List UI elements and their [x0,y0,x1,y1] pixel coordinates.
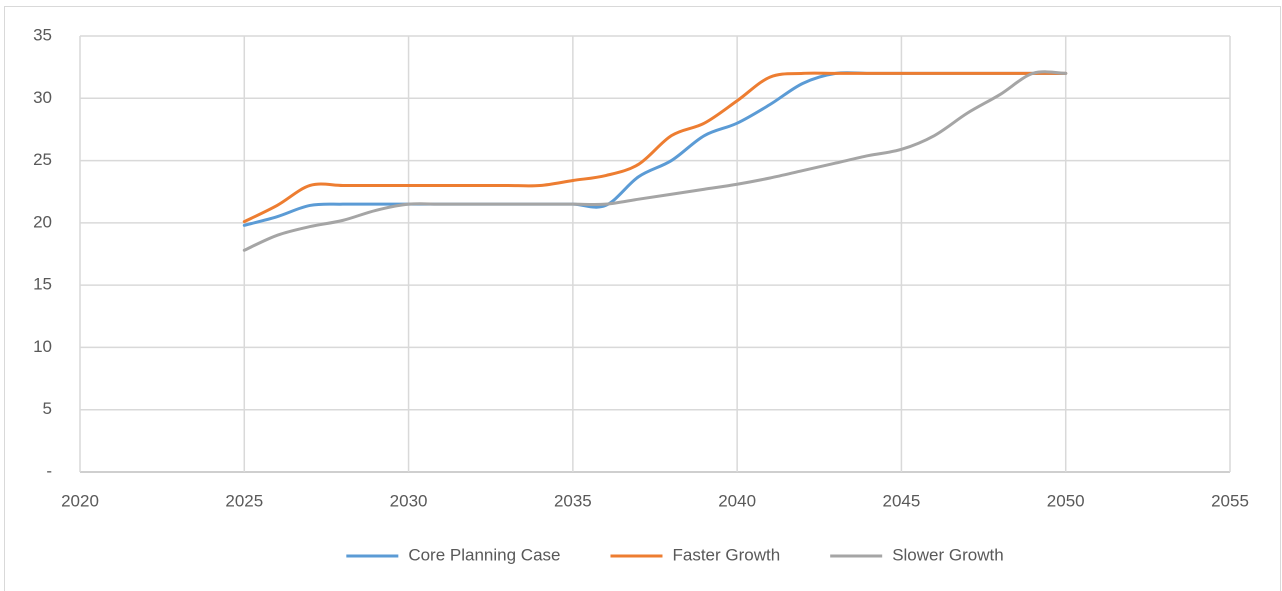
x-tick-label: 2055 [1211,491,1249,510]
y-tick-label: 5 [43,399,52,418]
legend-label: Faster Growth [672,545,780,564]
chart-frame [4,6,1281,591]
x-tick-label: 2035 [554,491,592,510]
y-tick-label: 20 [33,212,52,231]
x-tick-label: 2040 [718,491,756,510]
y-tick-label: 15 [33,275,52,294]
x-tick-label: 2045 [883,491,921,510]
x-tick-label: 2050 [1047,491,1085,510]
x-tick-label: 2025 [225,491,263,510]
x-tick-label: 2020 [61,491,99,510]
y-tick-label: 10 [33,337,52,356]
y-tick-label: - [46,461,52,480]
data-line [242,71,1068,224]
legend-label: Slower Growth [892,545,1003,564]
y-tick-label: 30 [33,88,52,107]
y-tick-label: 35 [33,25,52,44]
data-line [242,70,1068,252]
x-tick-label: 2030 [390,491,428,510]
y-tick-label: 25 [33,150,52,169]
legend-label: Core Planning Case [408,545,560,564]
